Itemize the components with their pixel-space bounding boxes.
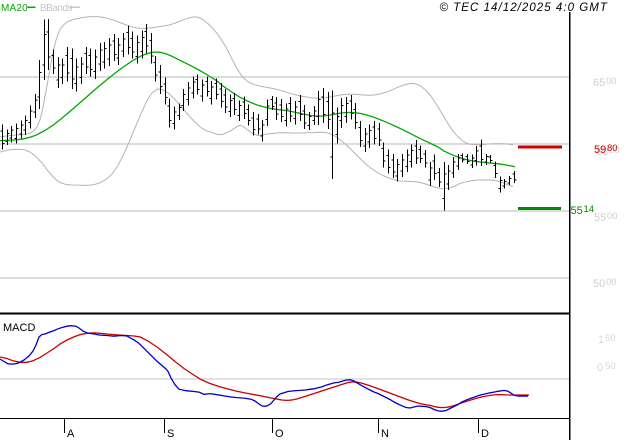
svg-text:59: 59 <box>594 144 606 156</box>
svg-text:50: 50 <box>605 361 616 372</box>
svg-text:S: S <box>167 428 174 440</box>
svg-text:O: O <box>275 428 284 440</box>
svg-text:50: 50 <box>593 278 605 290</box>
svg-text:80: 80 <box>607 143 618 154</box>
svg-text:1: 1 <box>598 334 604 346</box>
svg-text:0: 0 <box>597 362 603 374</box>
svg-text:00: 00 <box>606 277 617 288</box>
svg-text:MACD: MACD <box>3 322 35 334</box>
svg-text:© TEC 14/12/2025 4:0 GMT: © TEC 14/12/2025 4:0 GMT <box>439 2 608 14</box>
svg-text:00: 00 <box>607 211 618 222</box>
svg-text:50: 50 <box>605 333 616 344</box>
svg-text:60: 60 <box>596 146 608 158</box>
svg-text:65: 65 <box>593 77 605 89</box>
svg-text:14: 14 <box>584 204 595 215</box>
svg-text:55: 55 <box>594 212 606 224</box>
svg-text:00: 00 <box>609 145 620 156</box>
svg-text:BBands: BBands <box>40 3 73 14</box>
svg-text:N: N <box>381 428 389 440</box>
svg-text:55: 55 <box>571 205 583 217</box>
svg-text:D: D <box>481 428 489 440</box>
svg-text:MA20: MA20 <box>1 3 28 14</box>
svg-text:A: A <box>67 428 75 440</box>
svg-text:00: 00 <box>606 76 617 87</box>
